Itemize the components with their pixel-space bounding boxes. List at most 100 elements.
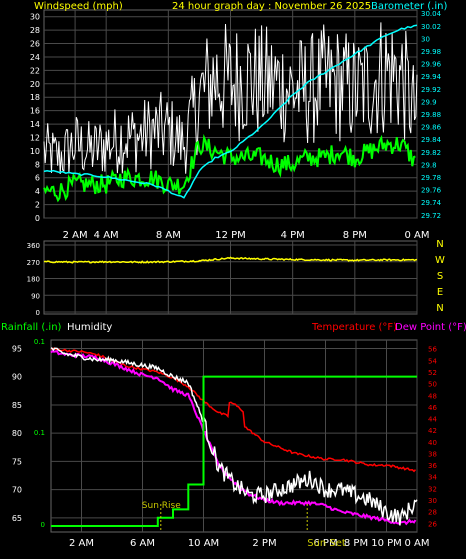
wind-y-tick-label: 20 xyxy=(30,80,40,89)
barometer-y-tick-label: 29.8 xyxy=(421,161,437,169)
temperature-y-tick-label: 40 xyxy=(428,439,437,447)
temperature-y-tick-label: 34 xyxy=(428,474,437,482)
barometer-y-tick-label: 29.86 xyxy=(421,124,442,132)
barometer-y-tick-label: 30.04 xyxy=(421,10,442,18)
wind-y-tick-label: 26 xyxy=(30,40,40,49)
barometer-y-tick-label: 29.98 xyxy=(421,48,441,56)
rainfall-y-tick-label: 0 xyxy=(41,521,45,529)
humidity-x-tick-label: 6 AM xyxy=(130,538,155,549)
barometer-y-tick-label: 29.94 xyxy=(421,73,442,81)
sunset-label: Sun Set xyxy=(307,538,346,549)
temperature-y-tick-label: 44 xyxy=(428,416,437,424)
humidity-panel-frame xyxy=(50,339,418,533)
graph-title: 24 hour graph day : November 26 2025 xyxy=(172,1,371,12)
wind-x-tick-label: 8 PM xyxy=(343,230,367,241)
humidity-x-tick-label: 2 PM xyxy=(252,538,276,549)
wind-x-tick-label: 4 AM xyxy=(94,230,119,241)
temperature-y-tick-label: 50 xyxy=(428,381,437,389)
wind-y-tick-label: 6 xyxy=(35,174,40,183)
sunrise-label: Sun Rise xyxy=(142,501,181,511)
barometer-series xyxy=(43,24,418,199)
humidity-y-tick-label: 85 xyxy=(12,401,22,410)
wind-y-tick-label: 28 xyxy=(30,26,40,35)
compass-label: N xyxy=(436,303,443,314)
humidity-x-tick-label: 10 PM xyxy=(371,538,402,549)
wind-y-tick-label: 4 xyxy=(35,187,40,196)
direction-y-tick-label: 270 xyxy=(27,259,40,267)
temperature-y-tick-label: 28 xyxy=(428,509,437,517)
direction-y-tick-label: 90 xyxy=(31,292,40,300)
temperature-y-tick-label: 30 xyxy=(428,497,437,505)
barometer-y-tick-label: 29.84 xyxy=(421,136,442,144)
wind-y-tick-label: 16 xyxy=(30,107,40,116)
wind-y-tick-label: 22 xyxy=(30,66,40,75)
temperature-y-tick-label: 46 xyxy=(428,404,437,412)
barometer-y-tick-label: 29.82 xyxy=(421,149,441,157)
humidity-y-tick-label: 95 xyxy=(12,344,22,353)
wind-y-tick-label: 0 xyxy=(35,214,40,223)
humidity-series xyxy=(50,347,418,526)
wind-y-tick-label: 8 xyxy=(35,160,40,169)
barometer-y-tick-label: 29.72 xyxy=(421,212,441,220)
wind-x-tick-label: 12 PM xyxy=(215,230,246,241)
temperature-axis-title: Temperature (°F) xyxy=(311,322,397,333)
wind-x-tick-label: 4 PM xyxy=(281,230,305,241)
temperature-y-tick-label: 56 xyxy=(428,346,437,354)
wind-y-tick-label: 12 xyxy=(30,133,40,142)
wind-x-tick-label: 8 AM xyxy=(156,230,181,241)
temperature-y-tick-label: 48 xyxy=(428,392,437,400)
humidity-x-tick-label: 2 AM xyxy=(69,538,94,549)
rainfall-axis-title: Rainfall (.in) xyxy=(1,322,62,333)
barometer-y-tick-label: 30 xyxy=(421,35,430,43)
direction-y-tick-label: 0 xyxy=(36,309,40,317)
compass-label: E xyxy=(437,287,443,298)
wind-y-tick-label: 10 xyxy=(30,147,40,156)
direction-y-tick-label: 180 xyxy=(27,276,40,284)
humidity-y-tick-label: 70 xyxy=(12,486,22,495)
compass-label: N xyxy=(436,239,443,250)
rainfall-y-tick-label: 0.1 xyxy=(34,338,45,346)
wind-direction-series xyxy=(43,256,418,264)
compass-label: W xyxy=(435,255,445,266)
wind-y-tick-label: 14 xyxy=(30,120,40,129)
rainfall-y-tick-label: 0.1 xyxy=(34,429,45,437)
temperature-y-tick-label: 52 xyxy=(428,369,437,377)
wind-x-tick-label: 2 AM xyxy=(63,230,88,241)
humidity-x-tick-label: 10 AM xyxy=(188,538,219,549)
rainfall-series xyxy=(51,375,417,527)
barometer-y-tick-label: 29.96 xyxy=(421,61,442,69)
direction-y-tick-label: 360 xyxy=(27,242,40,250)
temperature-y-tick-label: 26 xyxy=(428,520,437,528)
humidity-axis-title: Humidity xyxy=(67,322,112,333)
temperature-y-tick-label: 32 xyxy=(428,485,437,493)
humidity-y-tick-label: 80 xyxy=(12,429,22,438)
temperature-y-tick-label: 54 xyxy=(428,357,437,365)
barometer-axis-title: Barometer (.in) xyxy=(371,1,447,12)
barometer-y-tick-label: 29.88 xyxy=(421,111,441,119)
compass-label: S xyxy=(437,271,443,282)
humidity-y-tick-label: 90 xyxy=(12,373,22,382)
tick-layer: 02468101214161820222426283029.7229.7429.… xyxy=(12,10,445,549)
humidity-x-tick-label: 0 AM xyxy=(404,538,429,549)
wind-y-tick-label: 24 xyxy=(30,53,40,62)
barometer-y-tick-label: 29.76 xyxy=(421,187,442,195)
wind-y-tick-label: 30 xyxy=(30,13,40,22)
humidity-y-tick-label: 75 xyxy=(12,457,22,466)
wind-y-tick-label: 2 xyxy=(35,201,40,210)
temperature-y-tick-label: 38 xyxy=(428,450,437,458)
wind-x-tick-label: 0 AM xyxy=(404,230,429,241)
barometer-y-tick-label: 29.9 xyxy=(421,98,437,106)
wind-y-tick-label: 18 xyxy=(30,93,40,102)
dewpoint-axis-title: Dew Point (°F) xyxy=(395,322,466,333)
series-layer xyxy=(43,22,418,532)
temperature-y-tick-label: 42 xyxy=(428,427,437,435)
wind-gust-series xyxy=(43,22,418,175)
barometer-y-tick-label: 30.02 xyxy=(421,23,441,31)
barometer-y-tick-label: 29.74 xyxy=(421,199,442,207)
humidity-y-tick-label: 65 xyxy=(12,514,22,523)
barometer-y-tick-label: 29.92 xyxy=(421,86,441,94)
humidity-x-tick-label: 8 PM xyxy=(344,538,368,549)
temperature-y-tick-label: 36 xyxy=(428,462,437,470)
